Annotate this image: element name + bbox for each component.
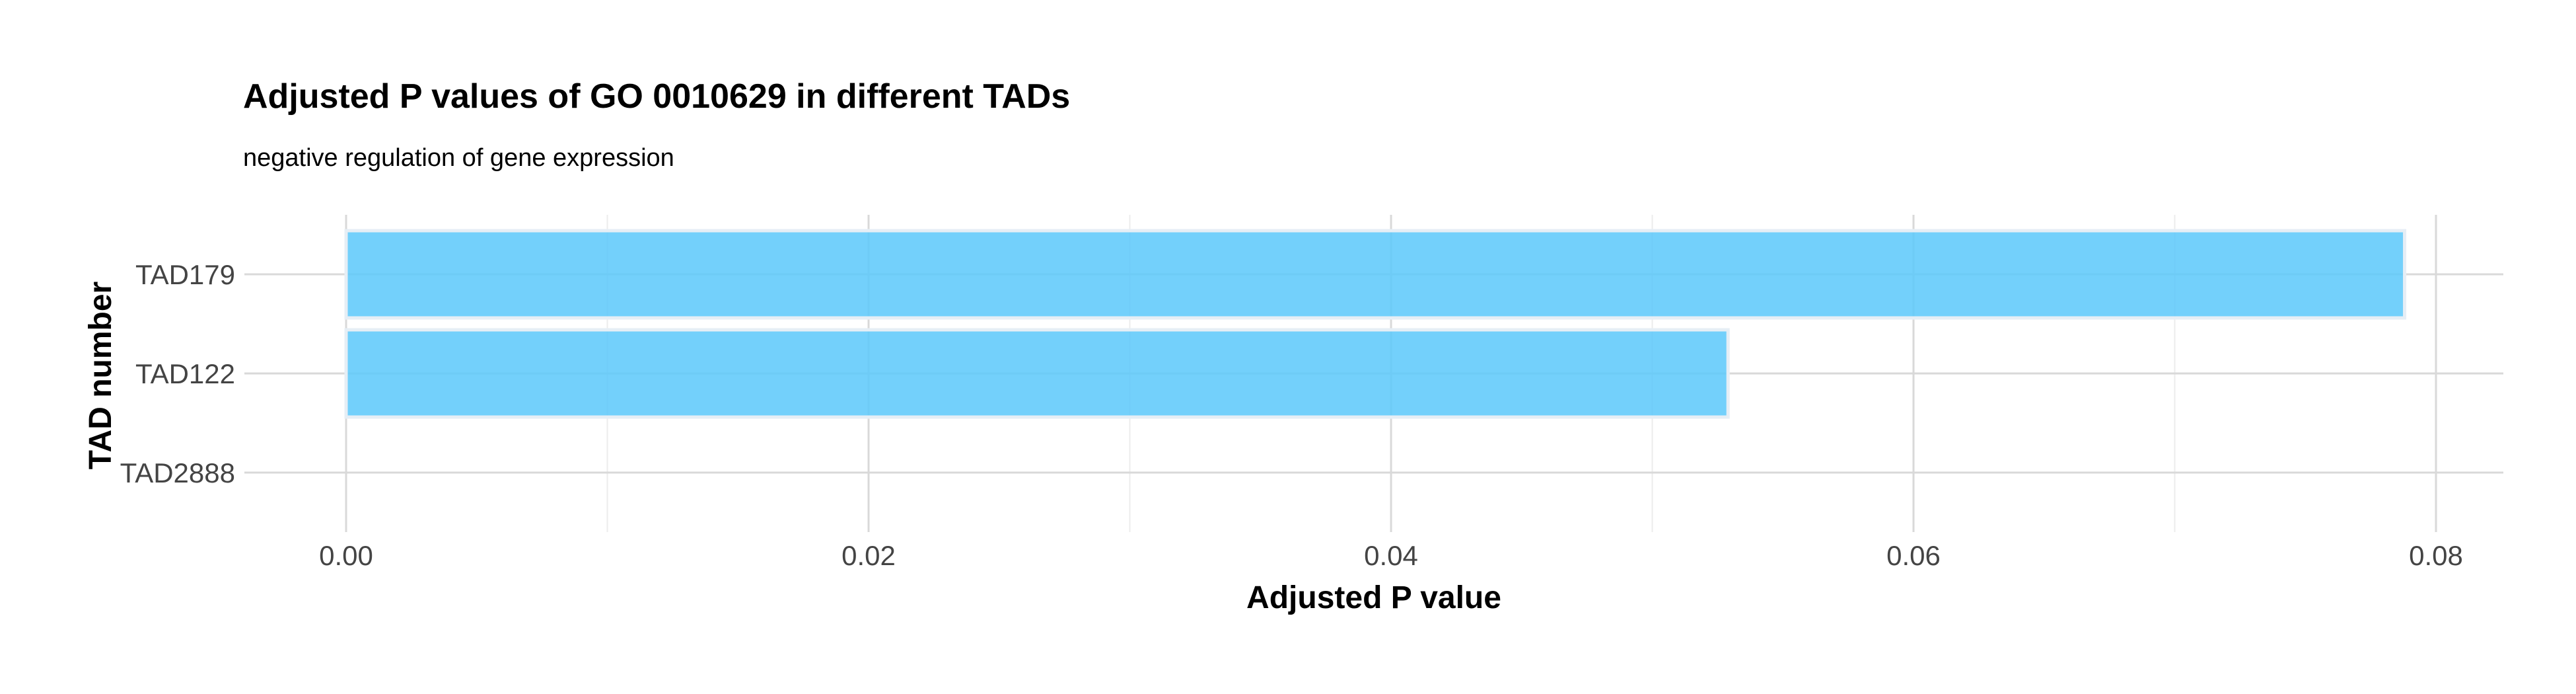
y-tick-label: TAD179	[135, 259, 235, 290]
y-tick-label: TAD122	[135, 358, 235, 389]
x-tick-label: 0.00	[319, 540, 373, 571]
chart-subtitle: negative regulation of gene expression	[243, 144, 674, 172]
y-tick-label: TAD2888	[120, 457, 235, 488]
plot-bars	[344, 229, 2407, 419]
x-axis-ticks: 0.00 0.02 0.04 0.06 0.08	[319, 540, 2463, 571]
bar-tad179	[344, 229, 2407, 320]
x-tick-label: 0.04	[1364, 540, 1418, 571]
y-axis-title: TAD number	[83, 282, 118, 469]
y-axis-ticks: TAD179 TAD122 TAD2888	[120, 259, 235, 488]
chart-title: Adjusted P values of GO 0010629 in diffe…	[243, 77, 1070, 116]
x-tick-label: 0.02	[841, 540, 896, 571]
x-axis-title: Adjusted P value	[1246, 580, 1501, 615]
x-tick-label: 0.08	[2409, 540, 2463, 571]
bar-tad122	[344, 328, 1730, 419]
x-tick-label: 0.06	[1886, 540, 1941, 571]
